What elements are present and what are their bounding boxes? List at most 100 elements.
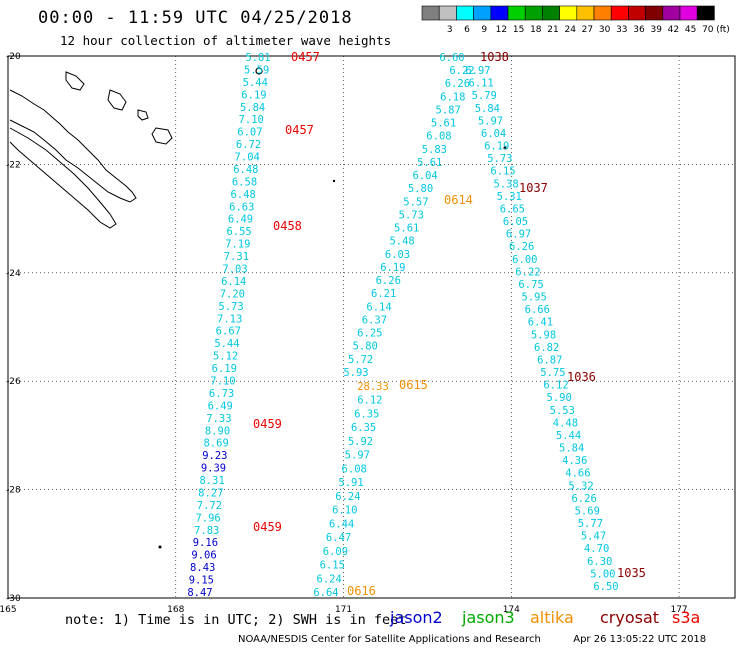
island-dot — [503, 146, 507, 150]
wave-height-value: 6.03 — [385, 249, 410, 261]
wave-height-value: 6.97 — [506, 229, 531, 241]
credit-text: NOAA/NESDIS Center for Satellite Applica… — [238, 634, 541, 645]
wave-height-value: 5.79 — [472, 90, 497, 102]
wave-height-value: 6.82 — [534, 342, 559, 354]
wave-height-value: 6.63 — [229, 201, 254, 213]
wave-height-value: 5.61 — [417, 157, 442, 169]
wave-height-value: 6.19 — [484, 141, 509, 153]
wave-height-value: 7.33 — [206, 413, 231, 425]
wave-height-value: 6.66 — [525, 304, 550, 316]
wave-height-value: 6.24 — [335, 491, 360, 503]
satellite-legend-jason2: jason2 — [390, 608, 443, 627]
wave-height-value: 6.87 — [537, 354, 562, 366]
wave-height-value: 6.50 — [593, 581, 618, 593]
wave-height-value: 9.16 — [193, 537, 218, 549]
wave-height-value: 6.37 — [362, 314, 387, 326]
wave-height-value: 5.44 — [243, 77, 268, 89]
colorbar-tick-label: 3 — [447, 25, 453, 35]
wave-height-value: 6.04 — [412, 170, 437, 182]
wave-height-value: 5.38 — [493, 178, 518, 190]
wave-height-value: 5.48 — [389, 236, 414, 248]
wave-height-value: 6.21 — [371, 288, 396, 300]
wave-height-value: 5.98 — [531, 329, 556, 341]
wave-height-value: 6.18 — [440, 91, 465, 103]
latitude-tick-label: -28 — [6, 486, 21, 496]
colorbar-tick-label: 36 — [633, 25, 645, 35]
wave-height-value: 6.55 — [226, 226, 251, 238]
longitude-tick-label: 165 — [0, 605, 17, 615]
wave-height-value: 6.26 — [376, 275, 401, 287]
colorbar-tick-label: 45 — [685, 25, 696, 35]
wave-height-value: 5.31 — [497, 191, 522, 203]
coastline — [9, 89, 137, 203]
wave-height-value: 5.92 — [348, 436, 373, 448]
wave-height-value: 6.12 — [543, 380, 568, 392]
wave-height-value: 6.41 — [528, 317, 553, 329]
generated-timestamp: Apr 26 13:05:22 UTC 2018 — [573, 634, 707, 645]
wave-height-value: 5.44 — [556, 430, 581, 442]
pass-time-label: 0458 — [273, 219, 302, 233]
wave-height-value: 6.04 — [481, 128, 506, 140]
wave-height-value: 5.73 — [218, 301, 243, 313]
wave-height-value: 7.83 — [194, 525, 219, 537]
wave-height-value: 6.12 — [357, 395, 382, 407]
latitude-tick-label: -20 — [6, 52, 21, 62]
satellite-legend-s3a: s3a — [672, 608, 701, 627]
wave-height-value: 6.08 — [426, 131, 451, 143]
pass-time-label: 1035 — [617, 566, 646, 580]
wave-height-value: 5.97 — [345, 450, 370, 462]
wave-height-value: 6.19 — [212, 363, 237, 375]
wave-height-value: 6.75 — [518, 279, 543, 291]
island-dot — [332, 179, 336, 183]
wave-height-colorbar: 3 6 9 12 15 18 21 24 27 30 33 36 39 42 45 70 (ft) — [421, 5, 730, 35]
wave-height-value: 5.47 — [581, 531, 606, 543]
wave-height-value: 4.36 — [562, 455, 587, 467]
colorbar-swatch — [696, 5, 715, 21]
wave-height-value: 5.77 — [578, 518, 603, 530]
wave-height-value: 7.20 — [220, 288, 245, 300]
wave-height-value: 5.32 — [568, 480, 593, 492]
wave-height-value: 5.93 — [343, 367, 368, 379]
wave-height-value: 9.23 — [202, 450, 227, 462]
map-subtitle: 12 hour collection of altimeter wave hei… — [60, 33, 392, 48]
wave-height-value: 7.31 — [224, 251, 249, 263]
wave-height-value: 6.60 — [439, 52, 464, 64]
wave-height-value: 6.26 — [571, 493, 596, 505]
pass-time-label: 1036 — [567, 370, 596, 384]
wave-height-value: 7.04 — [235, 152, 260, 164]
wave-height-value: 6.19 — [380, 262, 405, 274]
wave-height-value: 5.80 — [408, 183, 433, 195]
wave-height-value: 6.09 — [323, 546, 348, 558]
wave-height-value: 6.30 — [587, 556, 612, 568]
coastline — [65, 71, 85, 91]
wave-height-value: 6.49 — [208, 400, 233, 412]
pass-time-label: 0459 — [253, 520, 282, 534]
wave-height-value: 5.90 — [547, 392, 572, 404]
wave-height-value: 5.72 — [348, 354, 373, 366]
latitude-tick-label: -24 — [6, 269, 21, 279]
wave-height-value: 6.15 — [320, 560, 345, 572]
pass-time-label: 1037 — [519, 181, 548, 195]
wave-height-value: 6.48 — [233, 164, 258, 176]
colorbar-tick-label: 15 — [513, 25, 524, 35]
wave-height-value: 6.25 — [357, 328, 382, 340]
wave-height-value: 4.66 — [565, 468, 590, 480]
wave-height-value: 5.69 — [575, 505, 600, 517]
wave-height-value: 6.26 — [509, 241, 534, 253]
wave-height-value: 4.70 — [584, 543, 609, 555]
wave-height-value: 5.91 — [338, 477, 363, 489]
wave-height-value: 5.12 — [213, 351, 238, 363]
wave-height-value: 7.72 — [197, 500, 222, 512]
wave-height-value: 5.44 — [214, 338, 239, 350]
wave-height-value: 6.00 — [512, 254, 537, 266]
wave-height-value: 5.87 — [436, 104, 461, 116]
wave-height-value: 6.14 — [366, 301, 391, 313]
wave-height-value: 6.65 — [500, 203, 525, 215]
wave-height-value: 6.35 — [351, 422, 376, 434]
wave-height-value: 7.13 — [217, 313, 242, 325]
colorbar-tick-label: 30 — [599, 25, 611, 35]
wave-height-value: 6.97 — [465, 65, 490, 77]
wave-height-value: 6.19 — [241, 89, 266, 101]
coastline — [107, 89, 127, 111]
colorbar-tick-label: 21 — [547, 25, 558, 35]
